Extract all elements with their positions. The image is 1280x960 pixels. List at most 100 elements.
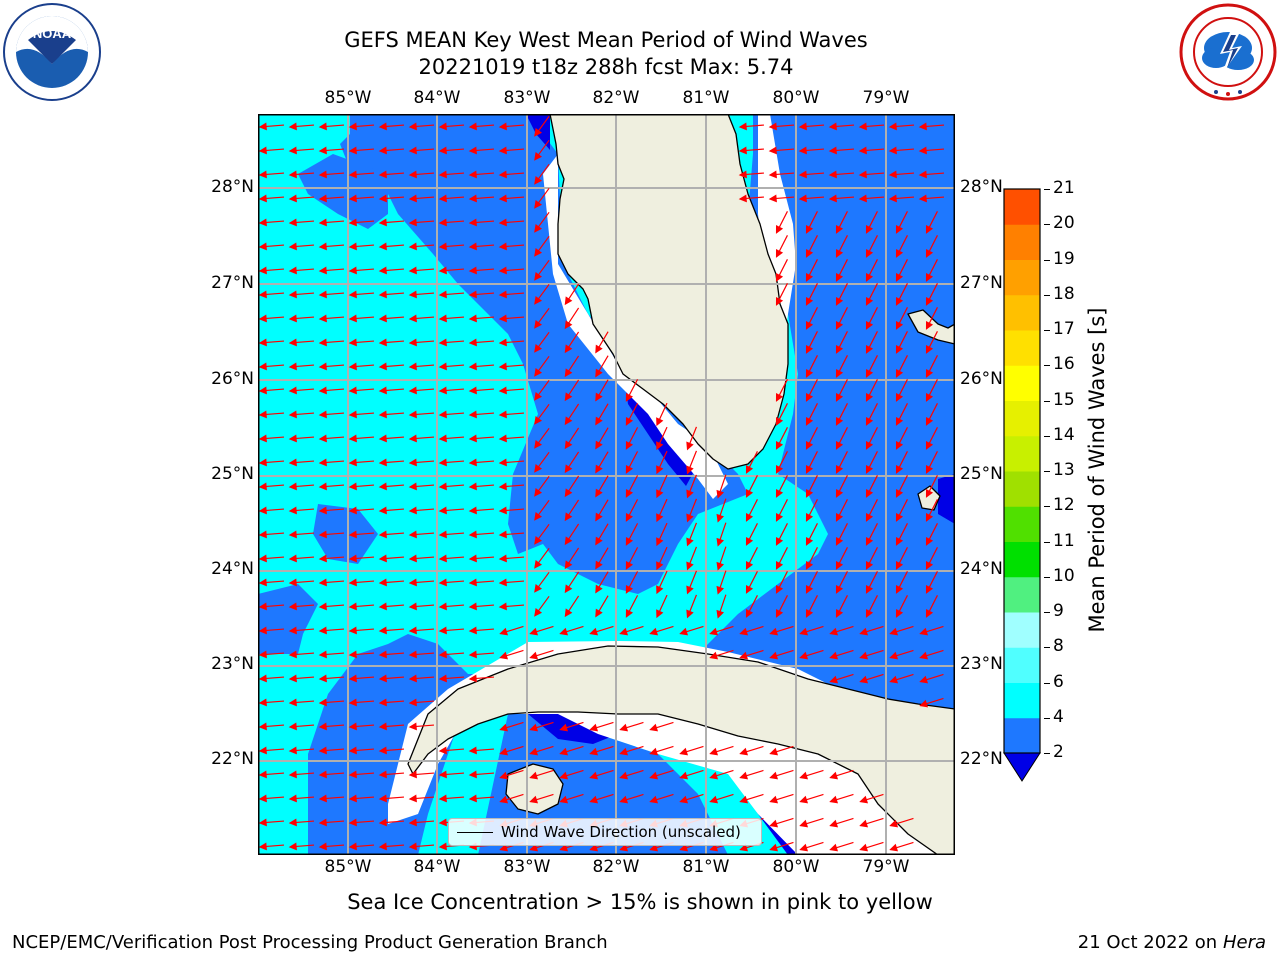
wave-arrow-head xyxy=(895,513,904,522)
wave-arrow-head xyxy=(865,465,874,474)
wave-arrow-head xyxy=(378,818,387,827)
wave-arrow-head xyxy=(739,651,749,660)
wave-arrow-head xyxy=(258,338,267,347)
wave-arrow-head xyxy=(408,602,417,611)
colorbar-segment xyxy=(1004,365,1040,401)
wave-arrow-head xyxy=(595,512,603,522)
wave-arrow-head xyxy=(438,458,447,467)
wave-arrow-head xyxy=(438,746,447,755)
colorbar-segment xyxy=(1004,259,1040,296)
wave-arrow-head xyxy=(378,338,387,347)
wave-arrow-head xyxy=(835,489,844,498)
wave-arrow-head xyxy=(768,146,777,155)
wave-arrow-head xyxy=(468,386,477,395)
wave-arrow-head xyxy=(438,290,447,299)
wave-arrow-head xyxy=(625,392,634,402)
wave-arrow-head xyxy=(799,819,809,828)
colorbar-segment xyxy=(1004,682,1040,719)
wave-arrow-head xyxy=(619,771,629,780)
wave-arrow-head xyxy=(468,218,477,227)
wave-arrow-head xyxy=(738,194,747,203)
wave-arrow-head xyxy=(649,771,659,780)
wave-arrow-head xyxy=(348,338,357,347)
wave-arrow-head xyxy=(288,842,297,851)
wave-arrow-head xyxy=(378,386,387,395)
wave-arrow-head xyxy=(318,386,327,395)
wave-arrow-head xyxy=(865,417,874,426)
wave-arrow-head xyxy=(408,194,417,203)
wave-arrow-head xyxy=(799,651,809,660)
wave-arrow-head xyxy=(925,225,934,234)
wave-arrow-head xyxy=(925,537,934,546)
wave-arrow-head xyxy=(865,345,874,354)
wave-arrow-head xyxy=(656,585,664,595)
wave-arrow-head xyxy=(348,506,357,515)
wave-arrow-head xyxy=(858,146,867,155)
wave-arrow-head xyxy=(534,440,543,449)
wave-arrow-head xyxy=(589,747,599,756)
wave-arrow-head xyxy=(408,410,417,419)
wave-arrow-head xyxy=(318,770,327,779)
wave-arrow-head xyxy=(408,482,417,491)
wave-arrow-head xyxy=(318,794,327,803)
wave-arrow-head xyxy=(288,434,297,443)
colorbar-tick-mark xyxy=(1044,647,1050,649)
wave-arrow-head xyxy=(829,651,839,660)
wave-arrow-head xyxy=(348,458,357,467)
wave-arrow-head xyxy=(438,170,447,179)
wave-arrow-head xyxy=(888,194,897,203)
wave-arrow-head xyxy=(709,843,719,852)
wave-arrow-head xyxy=(595,584,603,594)
wave-arrow-head xyxy=(798,146,807,155)
colorbar-segment xyxy=(1004,612,1040,648)
wave-arrow-head xyxy=(686,537,694,547)
wave-arrow-head xyxy=(348,362,357,371)
wave-arrow-head xyxy=(378,602,387,611)
wave-arrow-head xyxy=(835,585,844,594)
wave-arrow-head xyxy=(829,795,839,804)
wave-arrow-head xyxy=(595,536,603,546)
wave-arrow-head xyxy=(468,362,477,371)
colorbar-segment xyxy=(1004,717,1040,754)
wave-arrow-head xyxy=(716,513,725,523)
wave-arrow-head xyxy=(805,537,814,546)
wave-arrow-head xyxy=(534,320,543,329)
wave-arrow-head xyxy=(408,386,417,395)
wave-arrow-head xyxy=(559,771,569,780)
wave-arrow-head xyxy=(564,584,573,594)
wave-arrow-head xyxy=(775,465,784,474)
wave-arrow-head xyxy=(468,794,477,803)
wave-arrow-head xyxy=(288,194,297,203)
wave-arrow-head xyxy=(745,489,754,498)
wave-arrow-head xyxy=(805,249,814,258)
wave-arrow-head xyxy=(438,434,447,443)
wave-arrow-head xyxy=(534,464,543,473)
wave-arrow-head xyxy=(438,122,447,131)
wave-arrow-head xyxy=(529,723,539,732)
wave-arrow-head xyxy=(258,818,267,827)
colorbar-under-triangle xyxy=(1003,752,1041,782)
wave-arrow-head xyxy=(468,266,477,275)
wave-arrow-head xyxy=(288,410,297,419)
wave-arrow-head xyxy=(919,651,929,660)
wave-arrow-head xyxy=(348,530,357,539)
wave-arrow-head xyxy=(889,843,899,852)
wave-arrow-head xyxy=(775,561,784,570)
wave-arrow-head xyxy=(499,771,509,780)
wave-arrow-head xyxy=(745,465,754,474)
wave-arrow-head xyxy=(258,314,267,323)
wave-arrow-head xyxy=(865,393,874,402)
colorbar-segment xyxy=(1004,224,1040,260)
wave-arrow-head xyxy=(348,122,357,131)
wave-arrow-head xyxy=(258,794,267,803)
wave-arrow-head xyxy=(438,650,447,659)
wave-arrow-head xyxy=(775,441,784,450)
wave-arrow-head xyxy=(288,362,297,371)
colorbar-tick: 6 xyxy=(1053,671,1064,692)
wave-arrow-head xyxy=(828,194,837,203)
wave-arrow-head xyxy=(625,608,634,618)
wave-arrow-head xyxy=(679,771,689,780)
wave-arrow-head xyxy=(564,344,573,354)
wave-arrow-head xyxy=(805,273,814,282)
lon-tick-top: 83°W xyxy=(503,88,551,108)
